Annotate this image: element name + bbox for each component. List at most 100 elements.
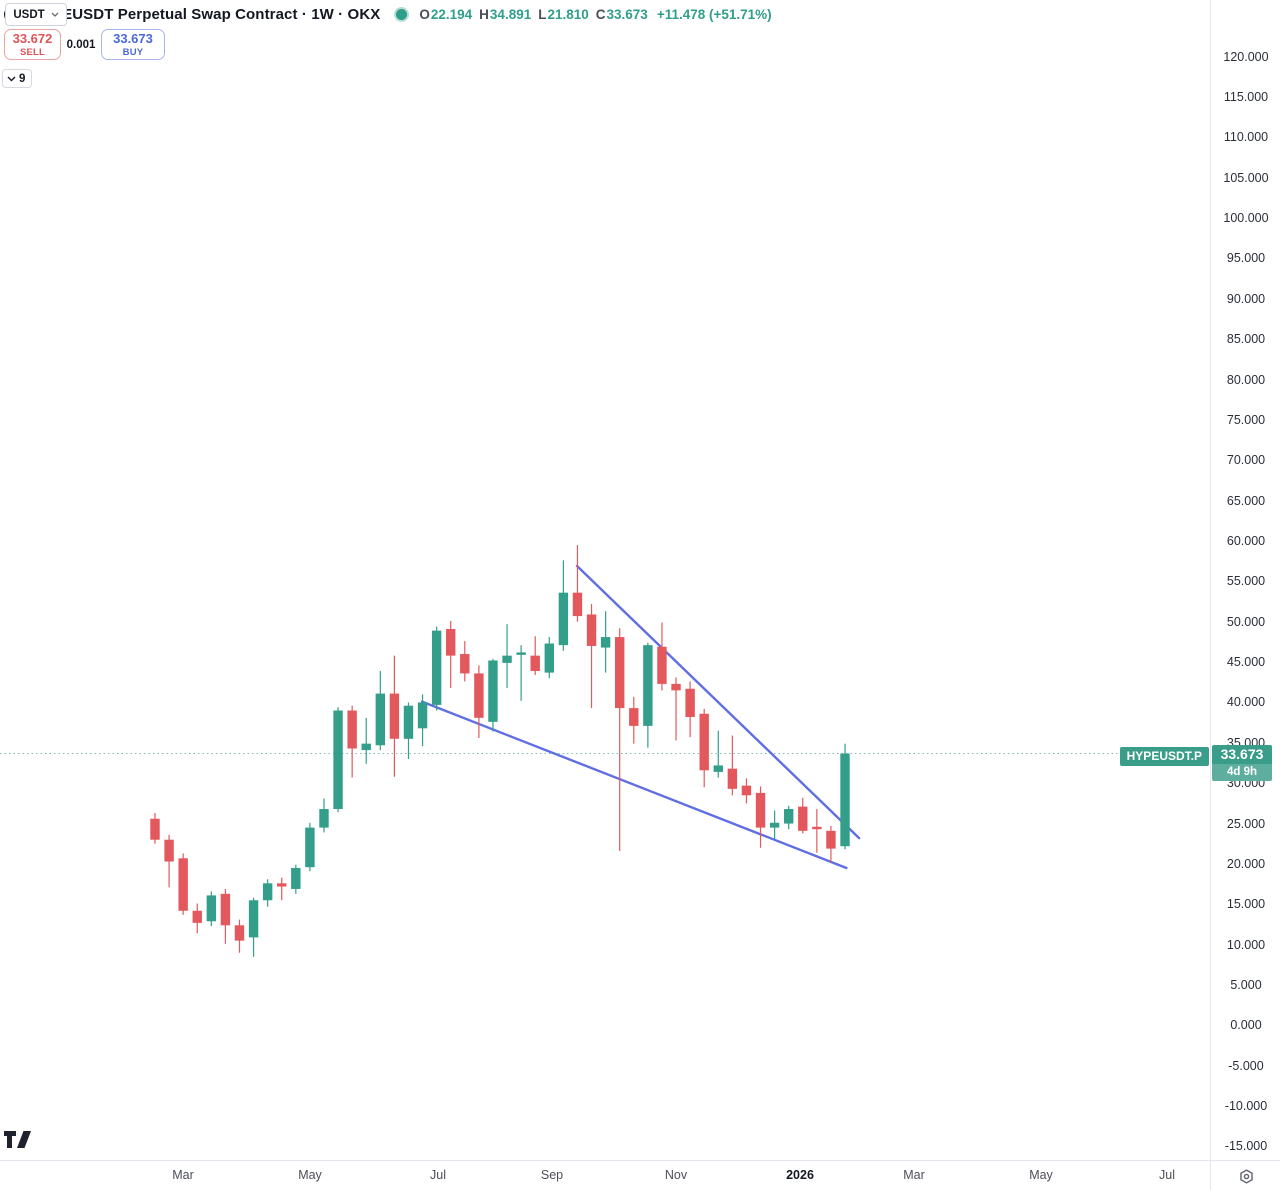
- currency-unit-button[interactable]: USDT: [5, 3, 67, 26]
- candle-2026-01-19[interactable]: [826, 825, 836, 863]
- buy-button[interactable]: 33.673 BUY: [101, 29, 165, 60]
- candle-2025-12-08[interactable]: [741, 778, 752, 804]
- upper-descending-trendline[interactable]: [575, 564, 861, 840]
- time-tick-label: Jul: [1159, 1168, 1175, 1182]
- candle-2025-05-19[interactable]: [333, 707, 343, 813]
- candle-2025-12-22[interactable]: [769, 810, 780, 839]
- candle-2026-01-05[interactable]: [798, 797, 808, 834]
- candle-2025-02-24[interactable]: [164, 834, 174, 888]
- market-status-icon[interactable]: [396, 8, 408, 20]
- buy-button-label: BUY: [122, 46, 144, 58]
- time-tick-label: Mar: [903, 1168, 925, 1182]
- price-tick-label: 25.000: [1226, 816, 1266, 831]
- chart-pane[interactable]: [0, 0, 1210, 1160]
- tradingview-logo-icon[interactable]: [4, 1130, 34, 1155]
- price-tick-label: 45.000: [1226, 655, 1266, 670]
- candle-2025-03-31[interactable]: [234, 919, 245, 953]
- time-tick-label: 2026: [786, 1168, 814, 1182]
- candle-2025-11-17[interactable]: [699, 708, 709, 788]
- candle-2025-06-16[interactable]: [389, 655, 400, 777]
- candle-2025-09-29[interactable]: [600, 611, 611, 673]
- candle-2025-09-15[interactable]: [572, 545, 583, 622]
- candle-2025-08-18[interactable]: [516, 645, 526, 701]
- candle-2025-03-03[interactable]: [178, 853, 188, 915]
- candle-2025-11-24[interactable]: [713, 730, 723, 778]
- price-tick-label: 20.000: [1226, 856, 1266, 871]
- price-tick-label: 50.000: [1226, 614, 1266, 629]
- price-tick-label: -5.000: [1228, 1058, 1264, 1073]
- price-tick-label: 0.000: [1230, 1018, 1262, 1033]
- time-tick-label: May: [298, 1168, 322, 1182]
- candle-2025-10-27[interactable]: [657, 622, 667, 691]
- price-tick-label: 90.000: [1226, 291, 1266, 306]
- time-tick-label: Nov: [664, 1168, 688, 1182]
- price-tick-label: 100.000: [1223, 211, 1269, 226]
- chevron-down-icon: [7, 76, 16, 81]
- candle-2025-09-01[interactable]: [544, 637, 554, 679]
- candle-2025-09-08[interactable]: [558, 560, 569, 651]
- candle-2025-04-21[interactable]: [277, 877, 287, 901]
- price-tick-label: 120.000: [1223, 49, 1269, 64]
- price-tick-label: -10.000: [1224, 1099, 1268, 1114]
- price-tick-label: 65.000: [1226, 493, 1266, 508]
- candle-2025-06-23[interactable]: [403, 702, 414, 759]
- high-value: 34.891: [489, 6, 532, 22]
- candle-2026-01-12[interactable]: [812, 809, 822, 853]
- symbol-title[interactable]: HYPEUSDT Perpetual Swap Contract · 1W · …: [31, 5, 381, 23]
- candle-2025-04-14[interactable]: [262, 879, 273, 907]
- candle-2025-07-07[interactable]: [431, 626, 442, 711]
- price-tick-label: 10.000: [1226, 937, 1266, 952]
- collapsed-drawings-chip[interactable]: 9: [2, 69, 33, 88]
- candle-2025-12-15[interactable]: [755, 786, 766, 848]
- open-value: 22.194: [430, 6, 473, 22]
- high-label: H: [479, 6, 489, 22]
- candle-2025-04-07[interactable]: [248, 897, 259, 957]
- candle-2025-08-04[interactable]: [488, 658, 498, 732]
- candle-2025-08-11[interactable]: [502, 624, 512, 688]
- candle-2025-07-28[interactable]: [474, 665, 484, 738]
- currency-unit-label: USDT: [13, 8, 45, 21]
- scale-settings-corner[interactable]: [1210, 1160, 1280, 1190]
- collapsed-drawings-count: 9: [19, 72, 26, 85]
- price-tick-label: 15.000: [1226, 897, 1266, 912]
- price-tick-label: 115.000: [1223, 89, 1269, 104]
- candle-2025-02-17[interactable]: [150, 813, 160, 844]
- price-tick-label: 60.000: [1226, 534, 1266, 548]
- price-tick-label: 105.000: [1223, 170, 1269, 185]
- candle-2025-10-13[interactable]: [629, 696, 639, 744]
- candle-2025-05-12[interactable]: [319, 798, 329, 833]
- price-scale[interactable]: 120.000 115.000 110.000 105.000 100.000 95.00…: [1210, 0, 1280, 1160]
- candle-2025-05-26[interactable]: [347, 705, 357, 778]
- price-tick-label: 80.000: [1226, 372, 1266, 387]
- price-tick-label: -15.000: [1224, 1139, 1268, 1154]
- candle-2025-03-17[interactable]: [206, 891, 217, 927]
- candle-2025-03-10[interactable]: [192, 903, 202, 934]
- close-value: 33.673: [606, 6, 648, 22]
- price-tick-label: 40.000: [1226, 695, 1266, 710]
- candle-2025-06-09[interactable]: [375, 670, 386, 751]
- candle-2026-01-26[interactable]: [840, 743, 850, 850]
- candle-2025-10-20[interactable]: [643, 642, 653, 748]
- candle-2025-11-10[interactable]: [685, 681, 695, 738]
- candle-2025-04-28[interactable]: [291, 864, 301, 894]
- spread-value: 0.001: [66, 38, 96, 51]
- candle-2025-12-29[interactable]: [783, 805, 794, 830]
- candle-2025-12-01[interactable]: [727, 735, 738, 796]
- candlestick-chart-canvas[interactable]: [0, 0, 1210, 1160]
- candle-2025-10-06[interactable]: [615, 628, 625, 852]
- candle-2025-09-22[interactable]: [586, 603, 597, 709]
- candle-2025-07-14[interactable]: [446, 620, 456, 688]
- sell-button[interactable]: 33.672 SELL: [4, 29, 61, 60]
- candle-2025-06-30[interactable]: [417, 694, 428, 747]
- time-scale[interactable]: Mar May Jul Sep Nov 2026 Mar May Jul: [0, 1160, 1210, 1190]
- low-label: L: [538, 6, 547, 22]
- time-tick-label: Jul: [430, 1168, 446, 1182]
- symbol-price-badge: HYPEUSDT.P: [1119, 747, 1209, 766]
- candle-2025-03-24[interactable]: [220, 888, 231, 944]
- candle-2025-05-05[interactable]: [305, 822, 315, 872]
- candle-2025-11-03[interactable]: [671, 677, 681, 741]
- bar-countdown: 4d 9h: [1212, 764, 1272, 781]
- candle-2025-06-02[interactable]: [361, 717, 371, 764]
- candle-2025-07-21[interactable]: [460, 641, 470, 682]
- candle-2025-08-25[interactable]: [530, 636, 540, 676]
